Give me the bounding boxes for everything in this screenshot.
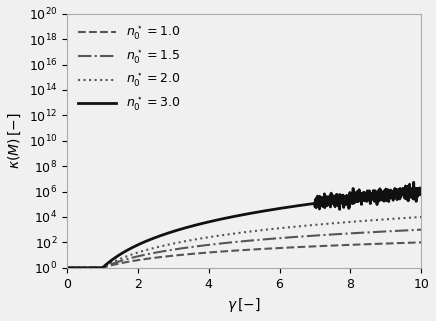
X-axis label: $\gamma\,[-]$: $\gamma\,[-]$ [227,296,261,314]
$n_0^\star = 2.0$ [343,220,348,224]
$n_0^\star = 2.0$ [65,266,70,270]
$n_0^\star = 3.0$ [227,215,232,219]
$n_0^\star = 1.5$ [408,228,413,232]
$n_0^\star = 1.5$ [419,228,424,231]
$n_0^\star = 2.0$ [82,266,88,270]
$n_0^\star = 2.0$ [408,216,413,220]
$n_0^\star = 1.5$ [65,266,70,270]
$n_0^\star = 3.0$ [419,192,424,196]
$n_0^\star = 2.0$ [237,231,242,235]
$n_0^\star = 1.0$ [237,248,242,252]
Line: $n_0^\star = 1.5$: $n_0^\star = 1.5$ [67,230,421,268]
Line: $n_0^\star = 2.0$: $n_0^\star = 2.0$ [67,217,421,268]
$n_0^\star = 3.0$ [343,196,348,200]
$n_0^\star = 1.5$ [343,232,348,236]
Line: $n_0^\star = 1.0$: $n_0^\star = 1.0$ [67,242,421,268]
$n_0^\star = 3.0$ [237,213,242,217]
$n_0^\star = 1.0$ [419,240,424,244]
$n_0^\star = 1.0$ [343,243,348,247]
$n_0^\star = 2.0$ [408,216,413,220]
Line: $n_0^\star = 3.0$: $n_0^\star = 3.0$ [67,182,421,268]
$n_0^\star = 1.0$ [82,266,88,270]
Y-axis label: $\kappa(M)\,[-]$: $\kappa(M)\,[-]$ [7,112,23,169]
$n_0^\star = 2.0$ [227,232,232,236]
$n_0^\star = 3.0$ [408,190,413,194]
$n_0^\star = 3.0$ [65,266,70,270]
$n_0^\star = 1.0$ [408,241,413,245]
$n_0^\star = 3.0$ [82,266,88,270]
$n_0^\star = 1.5$ [82,266,88,270]
$n_0^\star = 1.5$ [227,241,232,245]
$n_0^\star = 1.5$ [237,240,242,244]
$n_0^\star = 3.0$ [408,192,413,196]
$n_0^\star = 1.0$ [227,249,232,253]
$n_0^\star = 2.0$ [419,215,424,219]
$n_0^\star = 1.5$ [408,228,413,232]
$n_0^\star = 1.0$ [408,241,413,245]
Legend: $n_0^\star = 1.0$, $n_0^\star = 1.5$, $n_0^\star = 2.0$, $n_0^\star = 3.0$: $n_0^\star = 1.0$, $n_0^\star = 1.5$, $n… [73,20,185,118]
$n_0^\star = 3.0$ [411,180,416,184]
$n_0^\star = 1.0$ [65,266,70,270]
